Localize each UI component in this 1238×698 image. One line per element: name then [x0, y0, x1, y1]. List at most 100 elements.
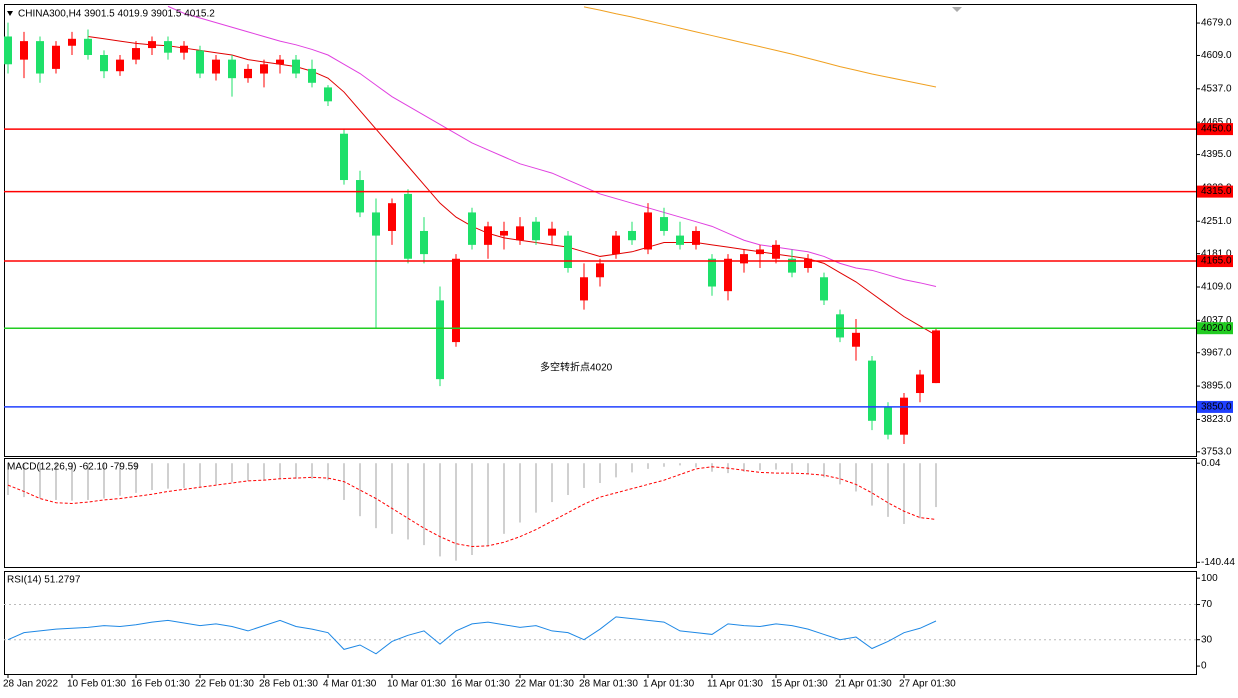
x-tick-label: 16 Feb 01:30	[131, 679, 190, 690]
moving-average	[583, 6, 937, 88]
y-tick-label: 3753.0	[1201, 446, 1232, 457]
y-tick-label: -140.44	[1201, 557, 1235, 568]
candle-body	[388, 203, 396, 231]
candle-body	[100, 55, 108, 72]
y-tick-label: 4609.0	[1201, 50, 1232, 61]
candle-body	[500, 230, 508, 236]
scroll-marker	[952, 7, 962, 12]
candle-body	[644, 212, 652, 250]
level-label: 4020.0	[1201, 323, 1232, 334]
candle-body	[324, 87, 332, 102]
candle-body	[36, 41, 44, 74]
x-tick-label: 28 Jan 2022	[3, 679, 58, 690]
y-tick-label: 4537.0	[1201, 83, 1232, 94]
x-tick-label: 1 Apr 01:30	[643, 679, 695, 690]
y-tick-label: 4465.0	[1201, 117, 1232, 128]
y-tick-label: 3895.0	[1201, 381, 1232, 392]
x-tick-label: 28 Mar 01:30	[579, 679, 638, 690]
y-tick-label: 0	[1201, 661, 1207, 672]
candle-body	[420, 230, 428, 255]
y-tick-label: 3823.0	[1201, 414, 1232, 425]
x-tick-label: 21 Apr 01:30	[835, 679, 892, 690]
x-tick-label: 15 Apr 01:30	[771, 679, 828, 690]
candle-body	[404, 193, 412, 259]
main-panel-frame	[4, 4, 1197, 457]
candle-body	[276, 59, 284, 65]
candle-body	[516, 226, 524, 241]
level-label-box	[1197, 400, 1233, 413]
panel-title: MACD(12,26,9) -62.10 -79.59	[7, 462, 139, 473]
x-tick-label: 27 Apr 01:30	[899, 679, 956, 690]
level-label-box	[1197, 255, 1233, 268]
y-tick-label: 70	[1201, 599, 1213, 610]
moving-average	[167, 5, 937, 288]
rsi-plot	[4, 604, 1196, 655]
candle-body	[724, 258, 732, 292]
candle-body	[52, 45, 60, 69]
candle-body	[868, 360, 876, 421]
level-label-box	[1197, 322, 1233, 335]
x-tick-label: 16 Mar 01:30	[451, 679, 510, 690]
level-label: 4450.0	[1201, 124, 1232, 135]
macd-signal	[7, 466, 937, 548]
candle-body	[564, 235, 572, 269]
level-label: 3850.0	[1201, 402, 1232, 413]
y-tick-label: 4037.0	[1201, 315, 1232, 326]
candle-body	[740, 254, 748, 264]
candle-body	[196, 50, 204, 74]
candle-body	[228, 59, 236, 79]
candle-body	[20, 41, 28, 60]
candle-body	[356, 180, 364, 213]
candle-body	[484, 226, 492, 245]
candle-body	[692, 230, 700, 245]
candle-body	[660, 217, 668, 231]
candle-body	[708, 258, 716, 287]
y-tick-label: 100	[1201, 573, 1218, 584]
candle-body	[772, 244, 780, 259]
candle-body	[244, 68, 252, 79]
candle-body	[548, 228, 556, 236]
x-tick-label: 11 Apr 01:30	[707, 679, 763, 690]
candle-body	[132, 48, 140, 60]
level-label-box	[1197, 185, 1233, 198]
candle-body	[596, 263, 604, 278]
candle-body	[308, 68, 316, 83]
candle-body	[884, 406, 892, 435]
annotation: 多空转折点4020	[540, 361, 613, 374]
candle-body	[164, 41, 172, 53]
candle-body	[4, 36, 12, 65]
y-tick-label: 30	[1201, 634, 1213, 645]
candle-body	[372, 212, 380, 236]
candle-body	[836, 314, 844, 338]
rsi-line	[7, 616, 937, 655]
candle-body	[340, 133, 348, 181]
candle-body	[676, 235, 684, 245]
y-tick-label: 4395.0	[1201, 149, 1232, 160]
candle-body	[452, 258, 460, 343]
x-tick-label: 4 Mar 01:30	[323, 679, 377, 690]
candle-body	[212, 59, 220, 74]
candle-body	[756, 249, 764, 255]
x-tick-label: 10 Mar 01:30	[387, 679, 446, 690]
candle-body	[260, 64, 268, 74]
x-tick-label: 22 Feb 01:30	[195, 679, 254, 690]
y-tick-label: 4251.0	[1201, 216, 1232, 227]
chart-title: CHINA300,H4 3901.5 4019.9 3901.5 4015.2	[18, 9, 215, 20]
rsi-panel-frame	[4, 571, 1197, 675]
candle-body	[900, 397, 908, 435]
candle-body	[932, 330, 940, 384]
candle-body	[116, 59, 124, 72]
candle-body	[436, 300, 444, 380]
candle-body	[148, 41, 156, 49]
x-tick-label: 10 Feb 01:30	[67, 679, 126, 690]
level-label: 4315.0	[1201, 186, 1232, 197]
candle-body	[612, 235, 620, 255]
y-tick-label: 3967.0	[1201, 347, 1232, 358]
candle-body	[292, 59, 300, 74]
candle-body	[852, 332, 860, 347]
candle-body	[180, 45, 188, 53]
level-label-box	[1197, 123, 1233, 136]
